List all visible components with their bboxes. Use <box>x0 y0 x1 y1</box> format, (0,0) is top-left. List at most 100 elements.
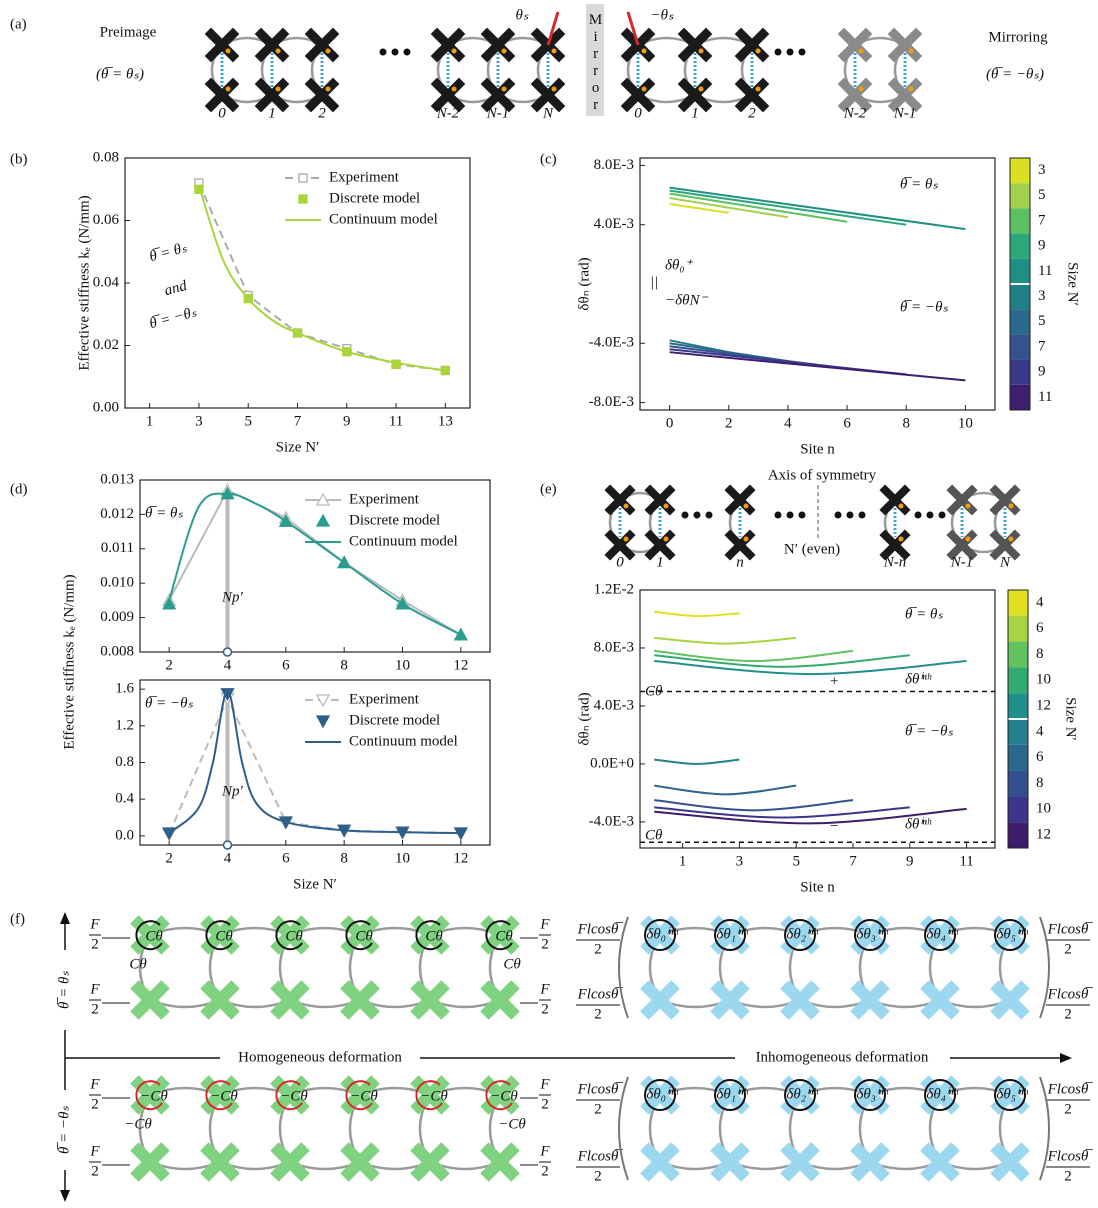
force-numerator: F <box>89 1143 100 1159</box>
label-bg <box>55 1090 75 1170</box>
y-tick-label: 4.0E-3 <box>594 216 634 232</box>
cross-arm <box>887 27 923 63</box>
force-denominator: 2 <box>91 1001 99 1017</box>
pivot <box>225 48 231 54</box>
moment-label: Cθ <box>503 956 521 972</box>
colorbar-swatch <box>1010 384 1030 410</box>
unit-index: 2 <box>318 105 326 121</box>
force-denominator: 2 <box>91 1163 99 1179</box>
moment-label: Cθ <box>285 928 303 944</box>
pivot <box>623 503 629 509</box>
ellipsis-dot <box>858 511 866 519</box>
unit-index: 1 <box>691 105 699 121</box>
inh-label: δθ₅ⁱⁿʰ <box>996 926 1028 942</box>
series-line <box>654 806 910 819</box>
series-line <box>197 185 446 372</box>
pivot <box>641 86 647 92</box>
x-tick-label: 2 <box>165 850 173 866</box>
panel-a-condition: (θ̅ = −θₛ) <box>986 66 1044 82</box>
series-line <box>654 610 740 618</box>
pivot <box>898 536 904 542</box>
colorbar-label: 9 <box>1038 364 1046 380</box>
annotation: δθ₀⁺ <box>665 257 694 273</box>
pivot <box>743 536 749 542</box>
y-tick-label: 1.2E-2 <box>594 581 634 597</box>
ellipsis-dot <box>846 511 854 519</box>
y-tick-label: -4.0E-3 <box>589 813 634 829</box>
moment-circle <box>854 919 886 951</box>
annotation: Cθ <box>645 683 663 699</box>
moment-circle <box>205 920 233 951</box>
ellipsis-dot <box>681 511 689 519</box>
legend-label: Continuum model <box>349 733 458 749</box>
cross-arm <box>946 529 978 561</box>
legend-label: Experiment <box>349 491 420 507</box>
arrow-head <box>60 1190 70 1202</box>
moment-label: −Cθ <box>280 1088 308 1104</box>
cross-arm <box>677 77 713 113</box>
pivot <box>858 48 864 54</box>
moment-circle <box>644 1079 676 1111</box>
marker <box>298 173 308 183</box>
moment-label: Cθ <box>145 928 163 944</box>
colorbar-label: 10 <box>1036 672 1051 688</box>
panel-label: (e) <box>540 481 557 497</box>
x-axis-title: Site n <box>800 879 835 895</box>
colorbar-label: 4 <box>1036 723 1044 739</box>
x-tick-label: 12 <box>453 657 468 673</box>
pivot <box>1008 536 1014 542</box>
x-tick-label: 11 <box>959 853 973 869</box>
pivot <box>663 536 669 542</box>
cross-arm <box>990 915 1030 955</box>
cross-arm <box>850 980 890 1020</box>
marker <box>315 513 331 527</box>
cross-arm <box>850 915 890 955</box>
panel-a-title: Preimage <box>100 24 157 40</box>
moment-label: −Cθ <box>124 1116 152 1132</box>
force-numerator: Flcosθ̅ <box>1047 986 1094 1002</box>
moment-circle <box>924 1079 956 1111</box>
annotation: and <box>163 278 189 299</box>
moment-label: Cθ <box>425 928 443 944</box>
force-numerator: F <box>89 916 100 932</box>
x-tick-label: 4 <box>224 850 232 866</box>
colorbar-label: 12 <box>1036 827 1051 843</box>
x-tick-label: 7 <box>849 853 857 869</box>
pivot <box>965 503 971 509</box>
annotation: θ̅ = −θₛ <box>905 723 953 739</box>
colorbar-swatch <box>1008 693 1028 719</box>
moment-label: −Cθ <box>420 1088 448 1104</box>
y-tick-label: 0.010 <box>100 575 134 591</box>
cross-arm <box>780 1142 820 1182</box>
cross-arm <box>734 77 770 113</box>
colorbar-label: 9 <box>1038 238 1046 254</box>
annotation: θ̅ = −θₛ <box>148 304 199 332</box>
inh-label: δθ₂ⁱⁿʰ <box>786 926 818 942</box>
pivot <box>275 48 281 54</box>
pivot <box>551 48 557 54</box>
unit-index: N-n <box>883 554 907 570</box>
ellipsis-dot <box>693 511 701 519</box>
peak-point <box>222 647 233 657</box>
unit-index: N-1 <box>486 105 510 121</box>
colorbar-swatch <box>1010 284 1030 310</box>
cross-arm <box>879 484 911 516</box>
label-bg <box>55 950 75 1030</box>
colorbar-title: Size N′ <box>1063 697 1079 741</box>
force-denominator: 2 <box>1064 1101 1072 1117</box>
colorbar-swatch <box>1010 258 1030 284</box>
colorbar-swatch <box>1008 822 1028 848</box>
cross-arm <box>204 27 240 63</box>
pivot <box>1008 503 1014 509</box>
annotation: θ̅ = θₛ <box>148 240 189 265</box>
y-tick-label: 0.013 <box>100 471 134 487</box>
y-tick-label: 0.011 <box>101 540 134 556</box>
y-tick-label: 4.0E-3 <box>594 697 634 713</box>
mirror-bar <box>586 4 604 116</box>
force-denominator: 2 <box>541 1163 549 1179</box>
angle-label: −θₛ <box>650 7 673 23</box>
y-tick-label: 1.2 <box>115 717 134 733</box>
symmetry-label: Axis of symmetry <box>768 467 877 483</box>
annotation: − <box>830 818 838 834</box>
moment-arrow <box>1039 1076 1050 1181</box>
